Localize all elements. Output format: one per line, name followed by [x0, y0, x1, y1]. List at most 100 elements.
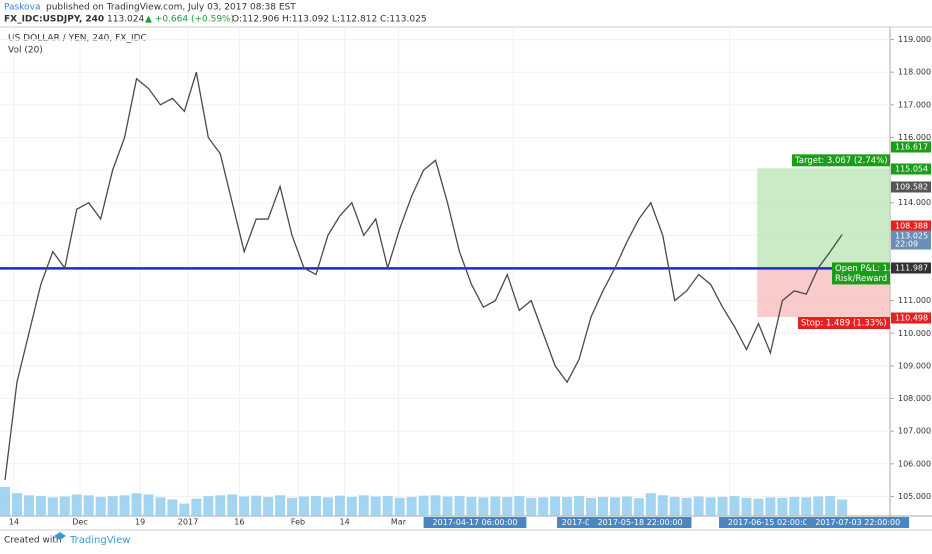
volume-bar [442, 496, 453, 516]
volume-bar [215, 495, 226, 516]
price-label-bg [891, 181, 931, 193]
position-label: Risk/Reward Ra [835, 274, 901, 284]
volume-bar [310, 496, 321, 516]
y-tick-label: 119.000 [898, 35, 931, 44]
volume-bar [729, 496, 740, 516]
x-marker-bg [423, 517, 527, 528]
ohlc: O:112.906 H:113.092 L:112.812 C:113.025 [232, 15, 427, 25]
price-label-bg [891, 141, 931, 153]
label-bg [792, 154, 890, 167]
volume-bar [538, 497, 549, 516]
x-tick-label: 14 [340, 518, 350, 527]
volume-bar [430, 495, 441, 516]
x-marker-bg [719, 517, 822, 528]
author[interactable]: Paskova [4, 3, 40, 13]
volume-bar [693, 496, 704, 516]
change: ▲ +0.664 (+0.59%) [145, 15, 234, 25]
volume-bar [382, 496, 393, 516]
chart-title: US DOLLAR / YEN, 240, FX_IDC [8, 34, 147, 44]
x-marker-label: 2017-07-03 22:00:00 [815, 518, 900, 527]
volume-bar [23, 495, 34, 516]
volume-bar [765, 497, 776, 516]
volume-bar [705, 497, 716, 516]
volume-bar [574, 496, 585, 516]
x-tick-label: Mar [391, 518, 407, 527]
target-zone [757, 168, 890, 269]
volume-bar [322, 497, 333, 516]
subtitle: Vol (20) [8, 46, 43, 56]
volume-bar [358, 495, 369, 516]
y-tick-label: 109.000 [898, 361, 931, 370]
y-tick-label: 106.000 [898, 459, 931, 468]
x-marker-label: 2017-05-11 [562, 518, 609, 527]
y-tick-label: 111.000 [898, 296, 931, 305]
volume-bar [777, 497, 788, 516]
volume-bar [11, 493, 22, 516]
x-tick-label: 19 [135, 518, 145, 527]
volume-bar [789, 496, 800, 516]
price-label-bg [891, 312, 931, 324]
volume-bar [586, 497, 597, 516]
volume-bar [418, 495, 429, 516]
volume-bar [597, 496, 608, 516]
price-label-bg [891, 262, 931, 274]
label-bg [832, 262, 890, 275]
symbol: FX_IDC:USDJPY, 240 [4, 15, 104, 25]
x-tick-label: 14 [9, 518, 19, 527]
x-marker-label: 2017-05-18 22:00:00 [598, 518, 683, 527]
volume-bar [346, 496, 357, 516]
volume-bar [562, 496, 573, 516]
volume-bar [478, 497, 489, 516]
price-label: 113.025 [895, 232, 928, 241]
volume-bar [143, 494, 154, 516]
published: published on TradingView.com, July 03, 2… [46, 3, 296, 13]
label-bg [798, 317, 890, 330]
x-marker-bg [806, 517, 910, 528]
volume-bar [95, 496, 106, 516]
volume-bar [801, 497, 812, 516]
x-marker-bg [588, 517, 692, 528]
price-label: 108.388 [895, 222, 928, 231]
x-marker-bg [557, 517, 614, 528]
y-tick-label: 116.000 [898, 133, 931, 142]
y-tick-label: 118.000 [898, 68, 931, 77]
volume-bar [370, 496, 381, 516]
volume-bar [251, 495, 262, 516]
y-tick-label: 105.000 [898, 492, 931, 501]
x-tick-label: Dec [72, 518, 87, 527]
volume-bar [167, 499, 178, 516]
volume-bar [0, 487, 10, 516]
volume-bar [502, 496, 513, 516]
position-label: Target: 3.067 (2.74%) 306 [794, 156, 906, 166]
price-label: 111.987 [895, 264, 928, 273]
volume-bar [645, 493, 656, 516]
y-tick-label: 107.000 [898, 427, 931, 436]
volume-bar [239, 496, 250, 516]
volume-bar [107, 496, 118, 516]
y-tick-label: 110.000 [898, 329, 931, 338]
price-label-bg [891, 230, 931, 242]
brand[interactable]: TradingView [69, 535, 130, 546]
y-tick-label: 108.000 [898, 394, 931, 403]
volume-bar [825, 496, 836, 516]
volume-bar [813, 496, 824, 516]
volume-bar [466, 496, 477, 516]
price-line [4, 72, 843, 481]
volume-bar [609, 497, 620, 516]
position-label: Stop: 1.489 (1.33%) 148 [801, 319, 906, 329]
price-label-bg [891, 220, 931, 232]
volume-bar [514, 496, 525, 516]
price-label: 115.054 [895, 165, 928, 174]
price-label-bg [891, 238, 931, 250]
price-label: 110.498 [895, 314, 928, 323]
volume-bar [657, 495, 668, 516]
price-label: 116.617 [895, 143, 928, 152]
volume-bar [298, 496, 309, 516]
volume-bar [155, 497, 166, 516]
volume-bar [681, 497, 692, 516]
label-bg [832, 272, 890, 285]
volume-bar [550, 496, 561, 516]
volume-bar [59, 496, 70, 516]
volume-bar [526, 497, 537, 516]
